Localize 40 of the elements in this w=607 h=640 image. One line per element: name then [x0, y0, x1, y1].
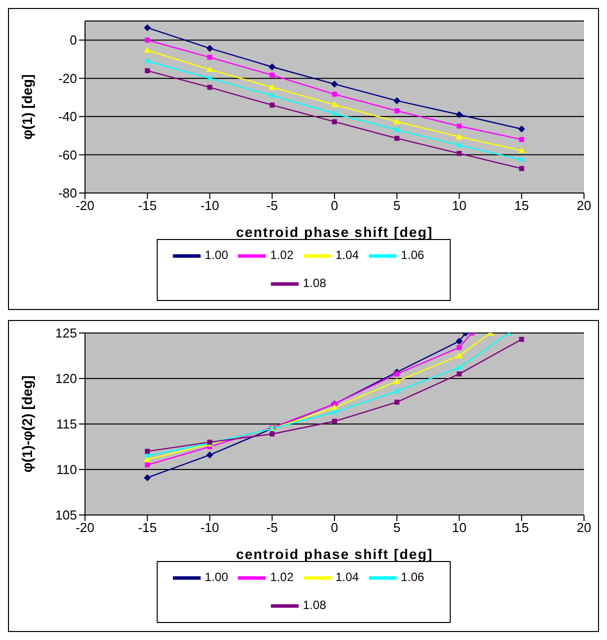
y-tick-label: 0: [70, 32, 77, 48]
x-tick-label: -15: [138, 198, 157, 214]
x-tick-label: 0: [330, 198, 338, 214]
x-tick-label: -5: [266, 198, 278, 214]
x-tick-label: 0: [330, 520, 338, 536]
x-tick-label: -20: [76, 198, 94, 214]
legend-label: 1.00: [204, 570, 228, 584]
x-tick-label: -5: [266, 520, 278, 536]
x-tick-label: 5: [393, 198, 400, 214]
y-tick-label: -20: [58, 70, 77, 86]
x-tick-label: 20: [576, 198, 592, 214]
y-tick-label: 115: [56, 416, 77, 432]
legend-label: 1.06: [400, 570, 424, 584]
legend-label: 1.00: [204, 248, 228, 262]
legend-label: 1.02: [270, 248, 294, 262]
y-tick-label: 125: [55, 326, 77, 341]
legend-label: 1.08: [302, 598, 326, 612]
legend-label: 1.02: [270, 570, 294, 584]
x-tick-label: 15: [514, 198, 529, 214]
x-tick-label: 15: [514, 520, 529, 536]
y-tick-label: 110: [56, 462, 77, 478]
x-tick-label: 10: [452, 198, 466, 214]
legend-label: 1.08: [302, 276, 326, 290]
x-tick-label: 20: [576, 520, 592, 536]
y-axis-title: φ(1) [deg]: [18, 74, 35, 140]
y-tick-label: -60: [58, 147, 77, 162]
legend-label: 1.06: [400, 248, 424, 262]
x-tick-label: -20: [76, 520, 94, 536]
y-axis-title: φ(1)-φ(2) [deg]: [18, 375, 35, 473]
legend-label: 1.04: [336, 570, 359, 584]
legend-label: 1.04: [336, 248, 359, 262]
y-tick-label: 120: [55, 371, 77, 386]
y-tick-label: -80: [58, 186, 77, 201]
x-tick-label: 5: [393, 520, 400, 536]
x-tick-label: 10: [452, 520, 466, 536]
y-tick-label: -40: [58, 109, 77, 124]
x-tick-label: -10: [200, 520, 220, 536]
x-tick-label: -10: [200, 198, 220, 214]
x-tick-label: -15: [138, 520, 157, 536]
y-tick-label: 105: [55, 508, 77, 523]
